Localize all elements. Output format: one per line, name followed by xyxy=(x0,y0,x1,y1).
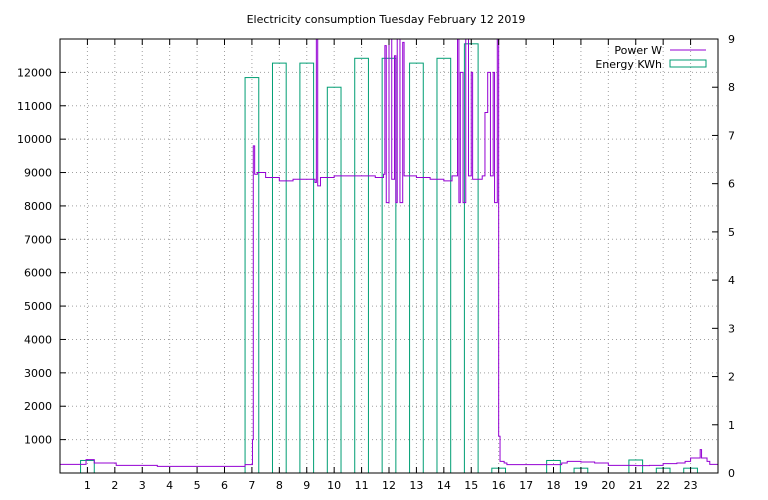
x-tick-label: 7 xyxy=(248,479,255,492)
x-tick-label: 15 xyxy=(464,479,478,492)
y-tick-label: 12000 xyxy=(17,66,52,79)
power-series-line xyxy=(60,38,718,467)
y-tick-label: 7000 xyxy=(24,233,52,246)
y2-tick-label: 6 xyxy=(728,178,735,191)
y2-tick-label: 3 xyxy=(728,322,735,335)
y2-tick-label: 1 xyxy=(728,419,735,432)
axes: 1 2 3 4 5 6 7 8 9 10 11 12 13 14 15 16 17 18 19 20 21 22 23100… xyxy=(17,33,735,492)
x-tick-label: 12 xyxy=(382,479,396,492)
y2-tick-label: 5 xyxy=(728,226,735,239)
y2-tick-label: 4 xyxy=(728,274,735,287)
y2-tick-label: 8 xyxy=(728,81,735,94)
y-tick-label: 8000 xyxy=(24,200,52,213)
x-tick-label: 9 xyxy=(303,479,310,492)
energy-bar xyxy=(436,57,452,474)
legend-label-power: Power W xyxy=(614,44,662,57)
y2-tick-label: 2 xyxy=(728,371,735,384)
x-tick-label: 2 xyxy=(111,479,118,492)
legend-swatch-energy xyxy=(669,59,707,68)
x-tick-label: 8 xyxy=(276,479,283,492)
energy-bar xyxy=(354,57,369,474)
y-tick-label: 1000 xyxy=(24,434,52,447)
x-tick-label: 17 xyxy=(519,479,533,492)
y-tick-label: 4000 xyxy=(24,333,52,346)
x-tick-label: 16 xyxy=(492,479,506,492)
y-tick-label: 11000 xyxy=(17,100,52,113)
x-tick-label: 11 xyxy=(355,479,369,492)
power-line xyxy=(60,38,718,467)
chart-title: Electricity consumption Tuesday February… xyxy=(247,13,526,26)
y-tick-label: 9000 xyxy=(24,167,52,180)
x-tick-label: 22 xyxy=(656,479,670,492)
x-tick-label: 3 xyxy=(139,479,146,492)
y-tick-label: 10000 xyxy=(17,133,52,146)
y-tick-label: 6000 xyxy=(24,267,52,280)
y-tick-label: 3000 xyxy=(24,367,52,380)
y-tick-label: 2000 xyxy=(24,400,52,413)
x-tick-label: 19 xyxy=(574,479,588,492)
x-tick-label: 5 xyxy=(194,479,201,492)
x-tick-label: 18 xyxy=(547,479,561,492)
x-tick-label: 6 xyxy=(221,479,228,492)
x-tick-label: 21 xyxy=(629,479,643,492)
y2-tick-label: 7 xyxy=(728,129,735,142)
x-tick-label: 13 xyxy=(409,479,423,492)
x-tick-label: 20 xyxy=(601,479,615,492)
x-tick-label: 14 xyxy=(437,479,451,492)
x-tick-label: 23 xyxy=(684,479,698,492)
legend-label-energy: Energy KWh xyxy=(595,58,662,71)
y2-tick-label: 9 xyxy=(728,33,735,46)
x-tick-label: 4 xyxy=(166,479,173,492)
y2-tick-label: 0 xyxy=(728,467,735,480)
x-tick-label: 1 xyxy=(84,479,91,492)
x-tick-label: 10 xyxy=(327,479,341,492)
y-tick-label: 5000 xyxy=(24,300,52,313)
